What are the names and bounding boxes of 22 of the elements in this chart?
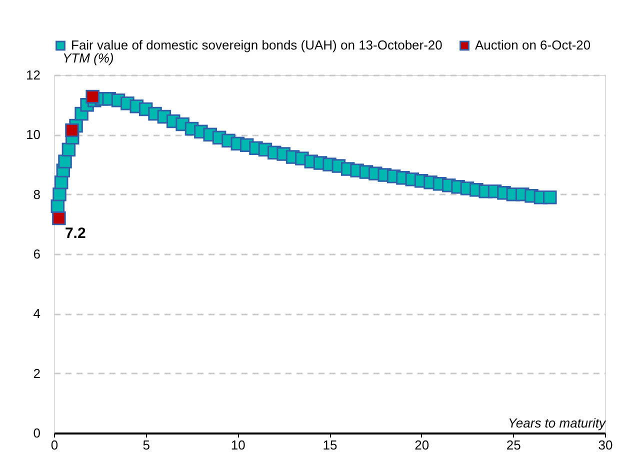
annotation: 7.2 [64,225,86,242]
point [52,211,66,226]
x-tick-label: 30 [598,438,613,452]
y-axis-title: YTM (%) [62,50,114,66]
x-tick-label: 5 [142,438,150,452]
y-tick-label: 4 [33,306,40,322]
x-axis-title: Years to maturity [508,416,607,430]
point [65,123,79,138]
x-tick-label: 15 [322,438,338,452]
y-tick-label: 0 [33,426,40,440]
x-tick-label: 25 [506,438,521,452]
point [86,90,100,104]
y-tick-label: 2 [33,366,40,381]
y-tick-label: 12 [26,68,40,82]
x-tick-label: 0 [50,438,58,452]
x-tick-label: 20 [414,438,430,452]
legend-label: Fair value of domestic sovereign bonds (UAH) on 13-October-20 [71,38,442,53]
y-tick-label: 6 [33,246,40,262]
legend-label: Auction on 6-Oct-20 [475,38,591,53]
y-tick-label: 8 [33,186,40,202]
y-tick-label: 10 [26,127,40,142]
x-tick-label: 10 [230,438,246,452]
